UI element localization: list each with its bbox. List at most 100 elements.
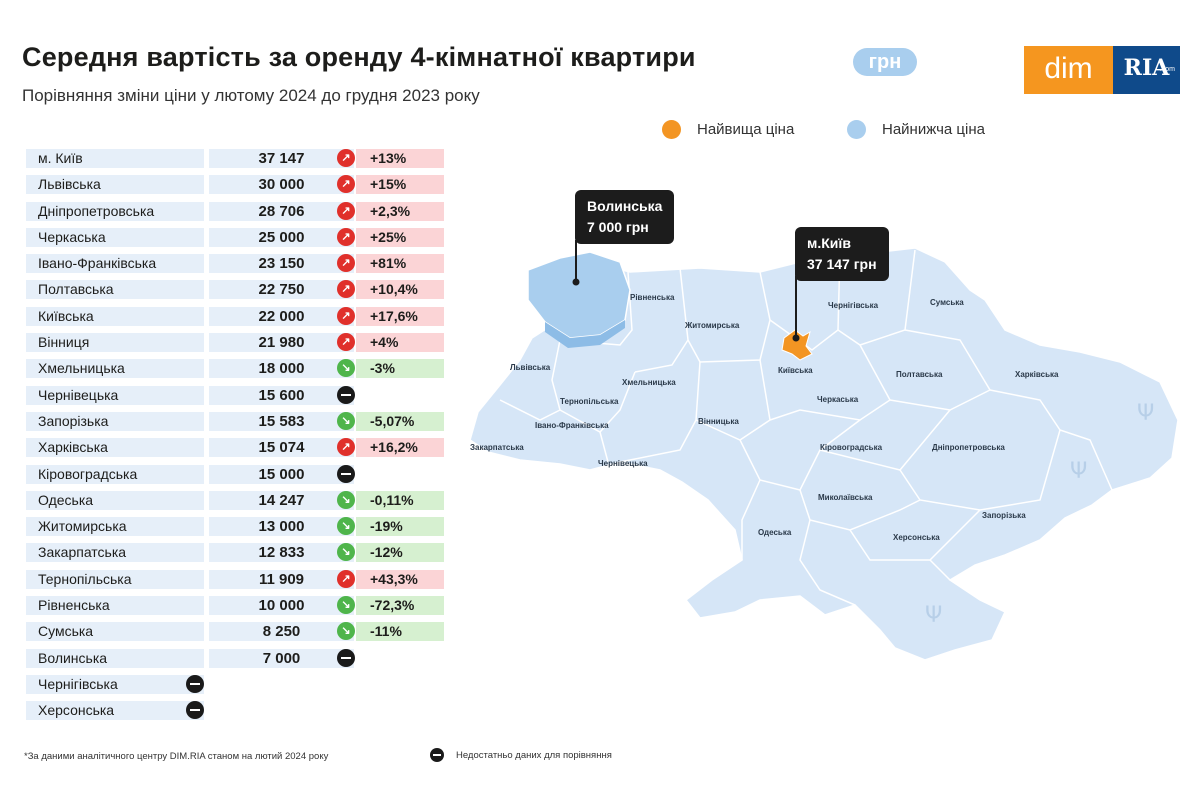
arrow-down-icon: ↘ bbox=[337, 490, 355, 509]
callout-lowest: Волинська 7 000 грн bbox=[575, 190, 675, 244]
trident-icon: Ψ bbox=[925, 603, 942, 628]
region-name: Дніпропетровська bbox=[26, 201, 204, 221]
price-value: 28 706 bbox=[209, 201, 354, 221]
map-label: Вінницька bbox=[698, 417, 739, 426]
price-value: 15 000 bbox=[209, 464, 354, 484]
blue-dot-icon bbox=[847, 120, 866, 139]
price-value: 22 000 bbox=[209, 306, 354, 326]
map-label: Закарпатська bbox=[470, 443, 524, 452]
page-subtitle: Порівняння зміни ціни у лютому 2024 до г… bbox=[22, 86, 480, 105]
orange-dot-icon bbox=[662, 120, 681, 139]
map-label: Івано-Франківська bbox=[535, 421, 609, 430]
map-label: Хмельницька bbox=[622, 378, 676, 387]
map-label: Кіровоградська bbox=[820, 443, 883, 452]
minus-icon bbox=[430, 748, 444, 762]
region-name: Закарпатська bbox=[26, 543, 204, 563]
change-value: -0,11% bbox=[356, 490, 444, 510]
change-value: +15% bbox=[356, 175, 444, 195]
region-name: Херсонська bbox=[26, 701, 204, 721]
map-borders bbox=[499, 249, 1113, 606]
region-name: Кіровоградська bbox=[26, 464, 204, 484]
dim-ria-logo: dim RIA .com bbox=[1024, 46, 1180, 94]
map-label: Львівська bbox=[510, 363, 551, 372]
region-name: Волинська bbox=[26, 648, 204, 668]
price-value: 15 074 bbox=[209, 438, 354, 458]
change-value: +17,6% bbox=[356, 306, 444, 326]
map-country-shape bbox=[469, 247, 1179, 661]
arrow-down-icon: ↘ bbox=[337, 517, 355, 536]
arrow-up-icon: ↗ bbox=[337, 333, 355, 352]
callout-dot-highest bbox=[792, 334, 800, 342]
map-label: Тернопільська bbox=[560, 397, 619, 406]
price-value: 22 750 bbox=[209, 280, 354, 300]
callout-dot-lowest bbox=[572, 278, 580, 286]
change-value: +4% bbox=[356, 333, 444, 353]
price-value: 25 000 bbox=[209, 227, 354, 247]
map-labels: Рівненська Житомирська Чернігівська Сумс… bbox=[470, 293, 1059, 542]
region-name: Івано-Франківська bbox=[26, 254, 204, 274]
region-name: Харківська bbox=[26, 438, 204, 458]
callout-lowest-region: Волинська bbox=[587, 198, 663, 214]
unit-badge: грн bbox=[853, 48, 917, 76]
region-name: Запорізька bbox=[26, 411, 204, 431]
price-value: 13 000 bbox=[209, 517, 354, 537]
map-region-volynska bbox=[527, 251, 631, 339]
region-name: Чернівецька bbox=[26, 385, 204, 405]
minus-icon bbox=[186, 701, 204, 720]
arrow-up-icon: ↗ bbox=[337, 175, 355, 194]
trident-icon: Ψ bbox=[1070, 459, 1087, 484]
region-name: Тернопільська bbox=[26, 569, 204, 589]
na-legend-label: Недостатньо даних для порівняння bbox=[456, 749, 612, 761]
page-title: Середня вартість за оренду 4-кімнатної к… bbox=[22, 42, 696, 72]
change-value: +2,3% bbox=[356, 201, 444, 221]
arrow-up-icon: ↗ bbox=[337, 280, 355, 299]
callout-lowest-price: 7 000 грн bbox=[587, 219, 649, 235]
price-value: 18 000 bbox=[209, 359, 354, 379]
price-value: 15 583 bbox=[209, 411, 354, 431]
logo-ria: RIA .com bbox=[1113, 46, 1180, 94]
region-name: Хмельницька bbox=[26, 359, 204, 379]
arrow-down-icon: ↘ bbox=[337, 596, 355, 615]
arrow-up-icon: ↗ bbox=[337, 201, 355, 220]
price-value: 14 247 bbox=[209, 490, 354, 510]
price-value: 7 000 bbox=[209, 648, 354, 668]
arrow-down-icon: ↘ bbox=[337, 359, 355, 378]
minus-icon bbox=[337, 385, 355, 404]
legend-lowest: Найнижча ціна bbox=[847, 120, 985, 139]
map-region-kyiv-city bbox=[781, 329, 813, 361]
map-label: Рівненська bbox=[630, 293, 675, 302]
change-value: -72,3% bbox=[356, 596, 444, 616]
price-value: 37 147 bbox=[209, 149, 354, 168]
change-value: -5,07% bbox=[356, 411, 444, 431]
arrow-up-icon: ↗ bbox=[337, 306, 355, 325]
trident-icon: Ψ bbox=[1137, 401, 1154, 426]
arrow-up-icon: ↗ bbox=[337, 254, 355, 273]
region-name: Сумська bbox=[26, 622, 204, 642]
map-label: Полтавська bbox=[896, 370, 943, 379]
price-value: 23 150 bbox=[209, 254, 354, 274]
map-label: Херсонська bbox=[893, 533, 940, 542]
map-label: Запорізька bbox=[982, 511, 1026, 520]
map-label: Одеська bbox=[758, 528, 792, 537]
price-value: 11 909 bbox=[209, 569, 354, 589]
change-value: -11% bbox=[356, 622, 444, 642]
map-region-volynska-side bbox=[545, 320, 625, 348]
change-value: +16,2% bbox=[356, 438, 444, 458]
change-value: -19% bbox=[356, 517, 444, 537]
region-name: Київська bbox=[26, 306, 204, 326]
price-value: 15 600 bbox=[209, 385, 354, 405]
region-name: Житомирська bbox=[26, 517, 204, 537]
change-value: +43,3% bbox=[356, 569, 444, 589]
logo-dim: dim bbox=[1024, 46, 1113, 94]
arrow-down-icon: ↘ bbox=[337, 411, 355, 430]
arrow-down-icon: ↘ bbox=[337, 543, 355, 562]
callout-highest-region: м.Київ bbox=[807, 235, 851, 251]
map-label: Київська bbox=[778, 366, 813, 375]
price-value: 12 833 bbox=[209, 543, 354, 563]
arrow-up-icon: ↗ bbox=[337, 569, 355, 588]
footnote: *За даними аналітичного центру DIM.RIA с… bbox=[24, 751, 329, 762]
price-value: 8 250 bbox=[209, 622, 354, 642]
change-value: +10,4% bbox=[356, 280, 444, 300]
region-name: Чернігівська bbox=[26, 674, 204, 694]
change-value: +13% bbox=[356, 149, 444, 168]
